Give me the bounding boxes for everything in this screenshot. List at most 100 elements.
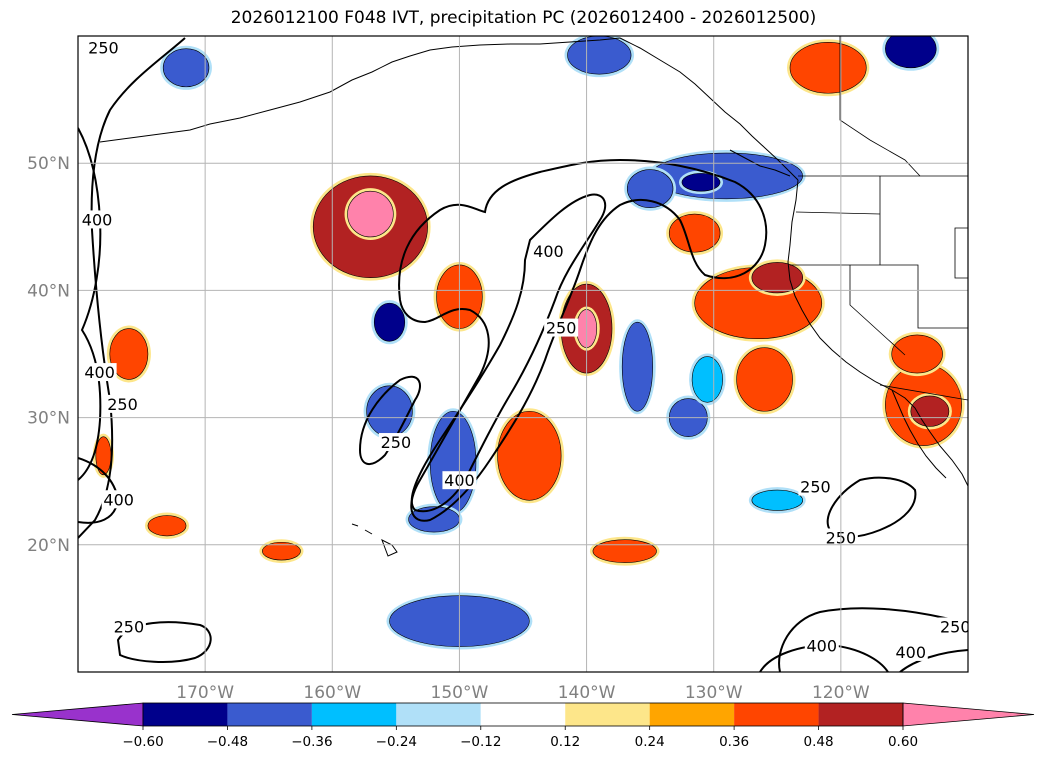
ivt-contour-label: 250 <box>114 617 145 636</box>
coastline-alaska <box>99 37 621 143</box>
ivt-contour-label: 250 <box>800 478 831 497</box>
precip-negative-area <box>626 169 674 209</box>
contour-label-background <box>86 38 121 57</box>
ivt-contour-label: 250 <box>107 395 138 414</box>
ivt-contour-label: 250 <box>381 433 412 452</box>
precip-positive-area <box>751 262 804 294</box>
precip-negative-area <box>373 302 406 342</box>
precip-negative-area <box>621 321 653 412</box>
coastline-bc-islands <box>729 149 791 177</box>
lat-tick-label: 50°N <box>27 154 70 174</box>
ivt-contour-label: 250 <box>940 617 971 636</box>
ivt-contour-400-se-2 <box>899 649 968 672</box>
coastline-hawaii <box>351 523 398 557</box>
colorbar-tick-label: 0.36 <box>719 734 749 750</box>
colorbar-tick-label: 0.48 <box>804 734 834 750</box>
contour-label-background <box>798 477 833 496</box>
colorbar-segment <box>396 703 481 726</box>
state-border-id <box>954 227 968 279</box>
ivt-contour-label: 250 <box>88 39 119 58</box>
precip-positive-area <box>891 334 943 374</box>
lon-tick-label: 170°W <box>176 683 234 703</box>
contour-label-background <box>938 617 968 636</box>
colorbar-tick-label: −0.36 <box>291 734 332 750</box>
colorbar-tick-label: 0.24 <box>635 734 665 750</box>
lon-tick-label: 120°W <box>812 683 870 703</box>
state-border-or-ca <box>790 264 968 329</box>
ivt-contour-label: 400 <box>533 242 564 261</box>
figure-title: 2026012100 F048 IVT, precipitation PC (2… <box>230 8 817 28</box>
lat-tick-label: 40°N <box>27 281 70 301</box>
contour-label-background <box>105 394 140 413</box>
precip-positive-area <box>592 539 657 563</box>
precip-negative-area <box>162 48 210 88</box>
contour-label-background <box>544 318 579 337</box>
contour-label-background <box>378 433 413 452</box>
precip-positive-area <box>789 42 867 94</box>
alaska-canada-border <box>839 36 921 177</box>
colorbar-segment <box>227 703 312 726</box>
ivt-contour-250-mid <box>358 375 421 465</box>
border-layer <box>790 36 968 401</box>
state-border-mx <box>879 384 968 401</box>
ivt-contour-250-sw <box>116 621 212 663</box>
colorbar-outline <box>142 702 904 727</box>
lon-tick-label: 130°W <box>685 683 743 703</box>
precip-negative-area <box>885 36 937 69</box>
precip-positive-area <box>497 410 562 501</box>
contour-label-background <box>101 490 136 509</box>
state-border-ca-nv <box>849 265 906 356</box>
ivt-contour-250-se-1 <box>826 476 917 538</box>
colorbar-tick-label: −0.48 <box>207 734 248 750</box>
ivt-contour-250-west <box>78 37 186 539</box>
precip-positive-area <box>109 328 149 380</box>
colorbar-tick-label: 0.12 <box>550 734 580 750</box>
precip-positive-area <box>147 515 187 537</box>
ivt-contour-250-river <box>398 158 768 522</box>
coastline-alaska-panhandle <box>619 37 799 181</box>
colorbar-segment <box>734 703 819 726</box>
precip-negative-area <box>681 173 721 192</box>
state-border-wa-or <box>795 176 881 265</box>
lon-tick-label: 140°W <box>558 683 616 703</box>
contour-label-background <box>82 363 117 382</box>
coastline-west-us <box>787 179 968 487</box>
lat-tick-label: 30°N <box>27 409 70 429</box>
precip-positive-area <box>910 395 950 427</box>
colorbar-segment <box>565 703 650 726</box>
ivt-contour-label: 400 <box>84 363 115 382</box>
axis-label-layer: 50°N 40°N 30°N 20°N 170°W 160°W 150°W 140°W 130°… <box>27 154 870 703</box>
colorbar-tick-label: −0.60 <box>122 734 163 750</box>
contour-label-background <box>111 617 146 636</box>
colorbar-extend-min <box>11 702 144 727</box>
precip-negative-area <box>366 385 413 437</box>
colorbar: −0.60 −0.48 −0.36 −0.24 −0.12 0.12 0.24 0.36 0.4… <box>11 702 1035 750</box>
colorbar-segment <box>311 703 397 726</box>
ivt-contour-label: 400 <box>103 490 134 509</box>
ivt-contour-label: 250 <box>546 319 577 338</box>
colorbar-segment <box>818 703 903 726</box>
map-background <box>78 36 968 672</box>
precip-positive-area <box>262 541 301 561</box>
ivt-contour-400-river <box>410 193 607 513</box>
precip-negative-area <box>751 489 804 511</box>
coastline-baja <box>891 389 947 479</box>
colorbar-tick-label: 0.60 <box>888 734 918 750</box>
ivt-contour-label: 400 <box>807 637 838 656</box>
contour-label-background <box>893 642 928 661</box>
precip-negative-area <box>691 356 723 403</box>
ivt-contour-label: 400 <box>896 643 927 662</box>
ivt-contour-label: 400 <box>82 210 113 229</box>
gridline-layer <box>78 36 968 672</box>
precip-negative-area <box>567 36 632 75</box>
colorbar-tick-label: −0.24 <box>376 734 417 750</box>
map-frame <box>77 35 969 673</box>
colorbar-segment <box>649 703 735 726</box>
colorbar-segment <box>480 703 566 726</box>
ivt-contour-400-west <box>78 127 102 481</box>
contour-label-background <box>531 242 566 261</box>
precip-negative-area <box>429 410 477 514</box>
lon-tick-label: 150°W <box>431 683 489 703</box>
